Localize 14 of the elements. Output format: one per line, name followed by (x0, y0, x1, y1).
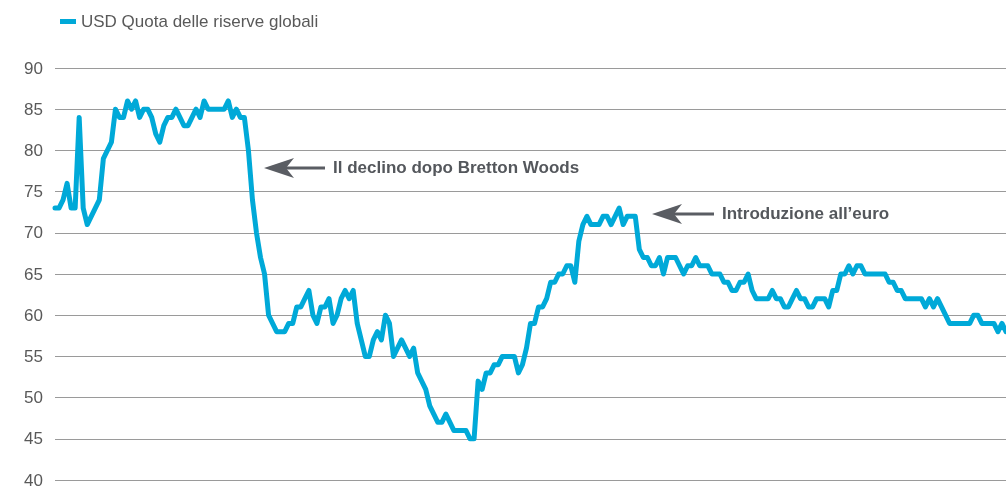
y-tick-label: 75 (24, 182, 43, 202)
y-tick-label: 50 (24, 388, 43, 408)
annotation: Il declino dopo Bretton Woods (333, 158, 580, 178)
legend-label: USD Quota delle riserve globali (81, 12, 319, 31)
annotation: Introduzione all’euro (722, 204, 890, 224)
y-tick-label: 65 (24, 264, 43, 284)
y-tick-label: 40 (24, 470, 43, 490)
y-tick-label: 80 (24, 140, 43, 160)
y-tick-label: 70 (24, 223, 43, 243)
y-tick-label: 45 (24, 429, 43, 449)
y-tick-label: 60 (24, 305, 43, 325)
y-tick-label: 90 (24, 58, 43, 78)
y-tick-label: 55 (24, 346, 43, 366)
y-tick-label: 85 (24, 99, 43, 119)
